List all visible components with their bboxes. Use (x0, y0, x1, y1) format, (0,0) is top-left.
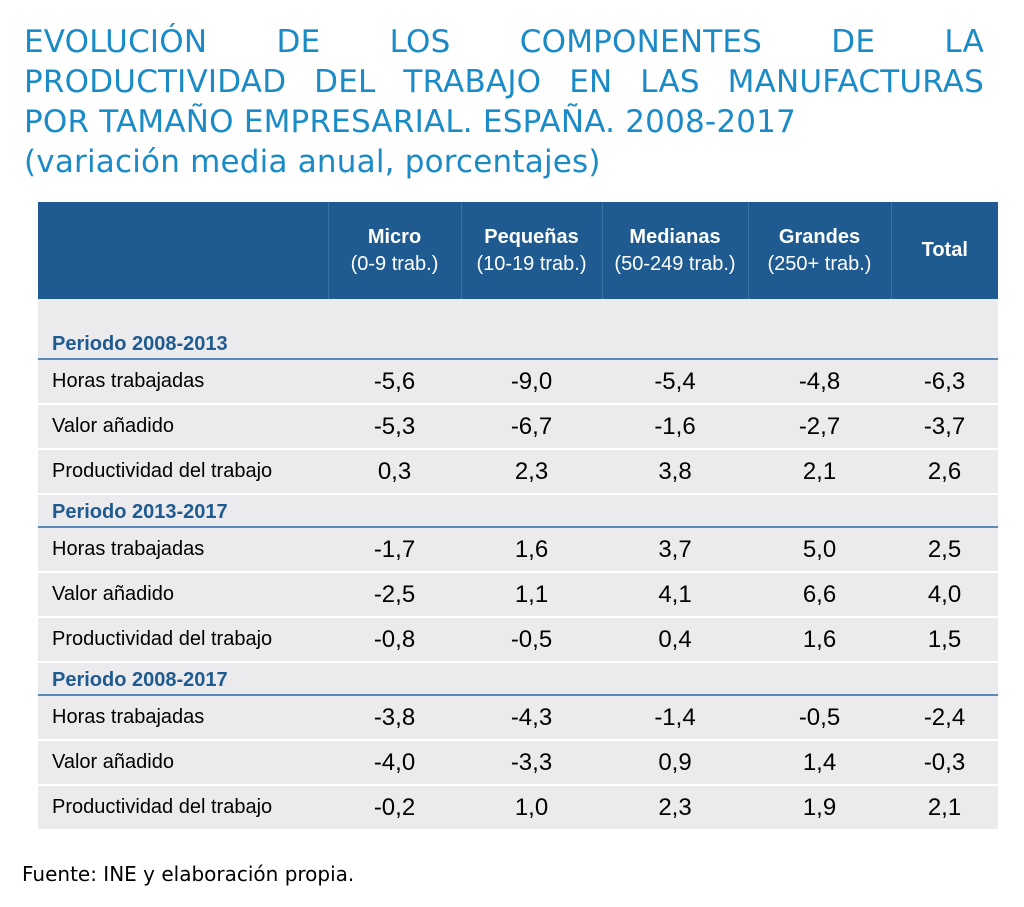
spacer-cell (38, 299, 998, 327)
period-label: Periodo 2008-2013 (38, 327, 998, 360)
value-cell: -4,0 (328, 740, 461, 786)
value-cell: 1,4 (748, 740, 891, 786)
value-cell: 5,0 (748, 527, 891, 573)
row-label: Valor añadido (38, 740, 328, 786)
value-cell: -9,0 (461, 359, 602, 405)
value-cell: 1,1 (461, 572, 602, 618)
column-header-grandes: Grandes (250+ trab.) (747, 202, 891, 299)
period-label: Periodo 2013-2017 (38, 494, 998, 528)
title-line-3: POR TAMAÑO EMPRESARIAL. ESPAÑA. 2008-201… (24, 104, 797, 140)
row-label: Productividad del trabajo (38, 617, 328, 663)
value-cell: -6,3 (891, 359, 998, 405)
period-row: Periodo 2008-2013 (38, 327, 998, 360)
value-cell: -5,4 (602, 359, 748, 405)
title-subtitle: (variación media anual, porcentajes) (24, 144, 601, 180)
table-row: Valor añadido -5,3 -6,7 -1,6 -2,7 -3,7 (38, 404, 998, 450)
column-header-total: Total (890, 202, 998, 299)
value-cell: -5,6 (328, 359, 461, 405)
column-header-name: Grandes (778, 225, 861, 248)
value-cell: 0,3 (328, 449, 461, 495)
column-header-sub: (50-249 trab.) (614, 252, 736, 275)
period-label: Periodo 2008-2017 (38, 662, 998, 696)
value-cell: -0,5 (748, 695, 891, 741)
data-table: Micro (0-9 trab.) Pequeñas (10-19 trab.) M… (38, 202, 998, 829)
header-row: Micro (0-9 trab.) Pequeñas (10-19 trab.) M… (38, 202, 998, 299)
table-body: Periodo 2008-2013 Horas trabajadas -5,6 -9,… (38, 299, 998, 829)
column-header-sub: (0-9 trab.) (350, 252, 439, 275)
value-cell: 4,1 (602, 572, 748, 618)
value-cell: -1,4 (602, 695, 748, 741)
value-cell: -2,7 (748, 404, 891, 450)
title-line-2: PRODUCTIVIDAD DEL TRABAJO EN LAS MANUFAC… (24, 64, 984, 100)
value-cell: -4,8 (748, 359, 891, 405)
table-row: Productividad del trabajo 0,3 2,3 3,8 2,1 2,6 (38, 449, 998, 495)
value-cell: 4,0 (891, 572, 998, 618)
value-cell: 0,9 (602, 740, 748, 786)
value-cell: 2,5 (891, 527, 998, 573)
row-label: Horas trabajadas (38, 695, 328, 741)
column-header-pequenas: Pequeñas (10-19 trab.) (460, 202, 602, 299)
period-row: Periodo 2008-2017 (38, 662, 998, 696)
source-note: Fuente: INE y elaboración propia. (22, 862, 355, 886)
table-row: Horas trabajadas -5,6 -9,0 -5,4 -4,8 -6,3 (38, 359, 998, 405)
value-cell: 1,0 (461, 785, 602, 829)
table-row: Horas trabajadas -3,8 -4,3 -1,4 -0,5 -2,4 (38, 695, 998, 741)
header-empty (38, 202, 328, 299)
column-header-name: Total (921, 239, 968, 261)
value-cell: -0,8 (328, 617, 461, 663)
value-cell: -0,2 (328, 785, 461, 829)
period-row: Periodo 2013-2017 (38, 494, 998, 528)
value-cell: -2,4 (891, 695, 998, 741)
column-header-name: Medianas (629, 225, 721, 248)
value-cell: -2,5 (328, 572, 461, 618)
value-cell: 0,4 (602, 617, 748, 663)
table-row: Valor añadido -4,0 -3,3 0,9 1,4 -0,3 (38, 740, 998, 786)
column-header-name: Micro (367, 225, 422, 248)
value-cell: 2,1 (891, 785, 998, 829)
value-cell: -1,7 (328, 527, 461, 573)
row-label: Horas trabajadas (38, 527, 328, 573)
value-cell: -5,3 (328, 404, 461, 450)
value-cell: -3,8 (328, 695, 461, 741)
value-cell: 1,5 (891, 617, 998, 663)
row-label: Productividad del trabajo (38, 785, 328, 829)
value-cell: -4,3 (461, 695, 602, 741)
row-label: Valor añadido (38, 572, 328, 618)
column-header-sub: (250+ trab.) (767, 252, 872, 275)
value-cell: 2,1 (748, 449, 891, 495)
column-header-name: Pequeñas (484, 225, 579, 248)
value-cell: 2,3 (602, 785, 748, 829)
row-label: Horas trabajadas (38, 359, 328, 405)
row-label: Valor añadido (38, 404, 328, 450)
spacer-row (38, 299, 998, 327)
value-cell: 3,8 (602, 449, 748, 495)
value-cell: 1,9 (748, 785, 891, 829)
value-cell: 1,6 (748, 617, 891, 663)
table-row: Productividad del trabajo -0,2 1,0 2,3 1,9 2,… (38, 785, 998, 829)
value-cell: 2,6 (891, 449, 998, 495)
title-line-1: EVOLUCIÓN DE LOS COMPONENTES DE LA (24, 24, 984, 60)
value-cell: 3,7 (602, 527, 748, 573)
column-header-medianas: Medianas (50-249 trab.) (601, 202, 748, 299)
value-cell: 1,6 (461, 527, 602, 573)
value-cell: -1,6 (602, 404, 748, 450)
table-row: Horas trabajadas -1,7 1,6 3,7 5,0 2,5 (38, 527, 998, 573)
value-cell: -3,7 (891, 404, 998, 450)
value-cell: -6,7 (461, 404, 602, 450)
row-label: Productividad del trabajo (38, 449, 328, 495)
value-cell: -0,5 (461, 617, 602, 663)
value-cell: 2,3 (461, 449, 602, 495)
column-header-micro: Micro (0-9 trab.) (327, 202, 461, 299)
page-title: EVOLUCIÓN DE LOS COMPONENTES DE LA PRODU… (24, 22, 984, 182)
table-row: Productividad del trabajo -0,8 -0,5 0,4 1,6 1… (38, 617, 998, 663)
column-header-sub: (10-19 trab.) (476, 252, 587, 275)
value-cell: -0,3 (891, 740, 998, 786)
value-cell: 6,6 (748, 572, 891, 618)
value-cell: -3,3 (461, 740, 602, 786)
table-row: Valor añadido -2,5 1,1 4,1 6,6 4,0 (38, 572, 998, 618)
